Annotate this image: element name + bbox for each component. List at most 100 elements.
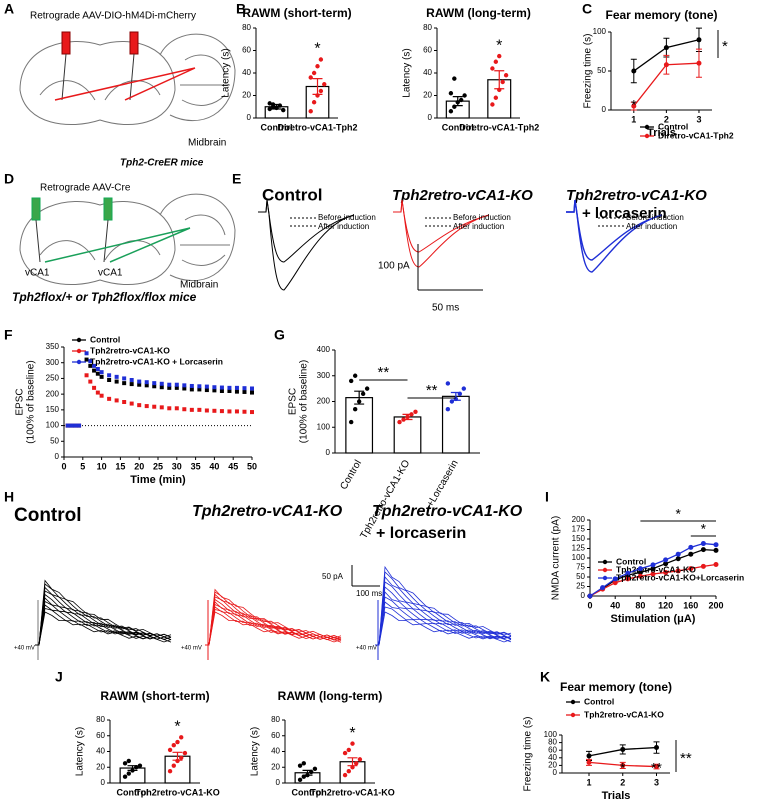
- significance: **: [377, 364, 389, 381]
- x-tick-label: 50: [247, 461, 257, 471]
- y-axis-label: Latency (s): [221, 48, 232, 97]
- marker: [107, 378, 112, 382]
- error-bar: [494, 70, 505, 90]
- marker: [713, 547, 719, 553]
- y-tick-label: 200: [572, 515, 586, 524]
- marker: [152, 381, 157, 386]
- panel-label: I: [545, 489, 549, 505]
- y-tick-label: 100: [572, 553, 586, 562]
- legend-marker: [602, 559, 608, 565]
- data-point: [167, 768, 173, 774]
- marker: [114, 398, 119, 403]
- y-tick-label: 50: [597, 66, 606, 75]
- legend-label: Tph2retro-vCA1-KO: [90, 345, 170, 355]
- y-tick-label: 80: [548, 738, 557, 747]
- marker: [587, 593, 593, 599]
- marker: [212, 408, 217, 413]
- data-point: [122, 761, 128, 766]
- data-point: [360, 391, 366, 396]
- error-bar: [450, 391, 461, 401]
- data-point: [311, 100, 317, 105]
- trace: [375, 565, 512, 646]
- marker: [637, 566, 643, 572]
- panel-label: A: [4, 1, 14, 17]
- marker: [650, 566, 656, 572]
- y-tick-label: 80: [96, 715, 105, 724]
- data-point: [270, 104, 276, 109]
- marker: [675, 556, 681, 562]
- x-tick-label: +Lorcaserin: [425, 458, 461, 509]
- x-tick-label: 1: [586, 777, 591, 787]
- y-tick-label: 20: [271, 762, 280, 771]
- schematic-a: [19, 31, 236, 126]
- data-point: [354, 761, 359, 766]
- data-point: [322, 82, 327, 87]
- marker: [234, 389, 239, 394]
- marker: [637, 573, 643, 579]
- x-tick-label: 200: [708, 600, 723, 610]
- data-point: [126, 771, 131, 776]
- data-point: [357, 757, 363, 762]
- legend-marker: [644, 124, 650, 130]
- marker: [212, 385, 217, 390]
- significance: **: [651, 760, 662, 776]
- marker: [92, 385, 97, 390]
- x-tick-label: Diretro-vCA1-Tph2: [277, 122, 357, 132]
- data-point: [445, 407, 451, 412]
- data-point: [182, 750, 188, 756]
- site-label: vCA1: [25, 268, 50, 279]
- marker: [95, 367, 100, 371]
- x-axis-label: Trials: [602, 790, 631, 802]
- marker: [197, 407, 202, 412]
- marker: [586, 753, 592, 759]
- target-label: Midbrain: [188, 138, 226, 149]
- trace: [375, 606, 512, 646]
- legend-marker: [602, 575, 608, 581]
- x-tick-label: 0: [61, 461, 66, 471]
- x-tick-label: Tph2retro-vCA1-KO: [310, 787, 395, 797]
- marker: [189, 383, 194, 388]
- y-axis-label: EPSC: [288, 388, 299, 415]
- trace: [205, 591, 342, 646]
- marker: [663, 557, 669, 563]
- y-tick-label: 80: [271, 715, 280, 724]
- marker: [700, 541, 706, 547]
- panel-label: B: [236, 1, 246, 17]
- marker: [174, 382, 179, 387]
- y-tick-label: 50: [576, 572, 585, 581]
- legend-label: Control: [584, 696, 614, 706]
- trace: [205, 596, 342, 646]
- marker: [137, 403, 142, 408]
- marker: [204, 408, 209, 413]
- data-point: [346, 768, 351, 774]
- legend-marker: [570, 712, 576, 718]
- marker: [73, 423, 78, 428]
- marker: [99, 370, 104, 375]
- y-tick-label: 40: [271, 747, 280, 756]
- marker: [137, 382, 142, 387]
- y-tick-label: 0: [553, 768, 558, 777]
- scale-label: 100 ms: [356, 589, 382, 598]
- data-point: [342, 772, 348, 778]
- data-point: [318, 57, 324, 62]
- legend-marker: [644, 133, 650, 139]
- y-tick-label: 60: [271, 731, 280, 740]
- data-point: [281, 107, 286, 113]
- marker: [204, 388, 209, 393]
- y-tick-label: 50: [50, 436, 59, 445]
- marker: [152, 404, 157, 409]
- y-tick-label: 60: [242, 46, 251, 55]
- y-tick-label: 125: [572, 544, 586, 553]
- data-point: [503, 73, 509, 78]
- y-tick-label: 80: [423, 23, 432, 32]
- marker: [600, 585, 606, 591]
- y-axis-label: EPSC: [15, 388, 26, 415]
- marker: [212, 388, 217, 393]
- marker: [122, 376, 127, 381]
- marker: [620, 762, 626, 768]
- x-tick-label: 0: [587, 600, 592, 610]
- data-point: [493, 95, 499, 100]
- data-point: [297, 777, 303, 783]
- x-tick-label: 35: [191, 461, 201, 471]
